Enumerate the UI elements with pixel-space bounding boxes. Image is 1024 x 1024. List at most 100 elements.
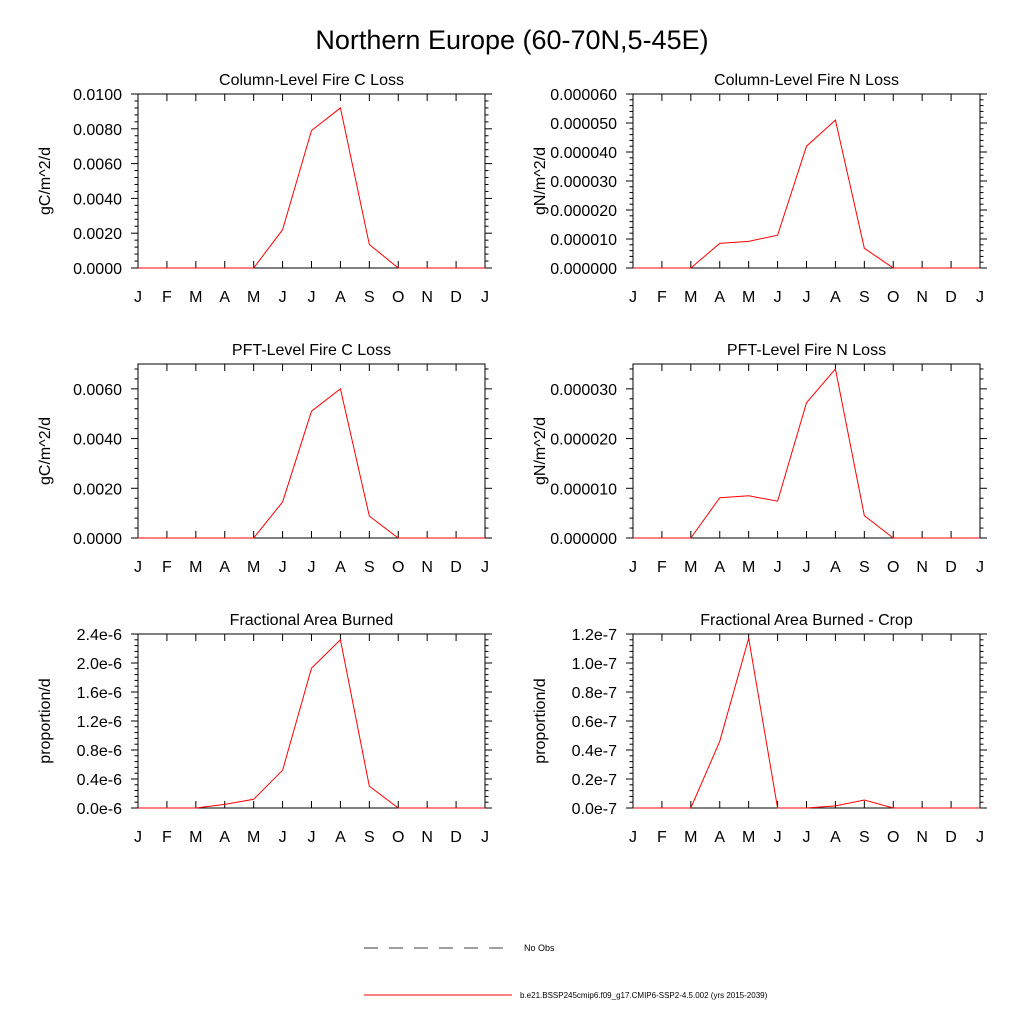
x-tick-label: J bbox=[774, 289, 782, 306]
y-tick-label: 0.000060 bbox=[550, 87, 617, 104]
series-line-model bbox=[138, 638, 485, 809]
chart-panel-6: Fractional Area Burned - Crop proportion/… bbox=[532, 612, 987, 846]
y-tick-label: 0.000030 bbox=[550, 382, 617, 399]
x-tick-label: J bbox=[629, 829, 637, 846]
y-tick-label: 1.2e-6 bbox=[77, 714, 122, 731]
x-tick-label: M bbox=[742, 289, 755, 306]
x-tick-label: O bbox=[392, 289, 404, 306]
x-tick-label: F bbox=[162, 559, 172, 576]
y-tick-label: 0.000040 bbox=[550, 145, 617, 162]
plot-frame bbox=[137, 93, 486, 269]
legend: No Obs b.e21.BSSP245cmip6.f09_g17.CMIP6-… bbox=[364, 943, 768, 1000]
x-tick-label: A bbox=[830, 829, 841, 846]
x-tick-label: J bbox=[976, 559, 984, 576]
x-tick-label: A bbox=[219, 289, 230, 306]
x-tick-label: J bbox=[134, 289, 142, 306]
chart-title: PFT-Level Fire N Loss bbox=[727, 342, 886, 359]
x-tick-label: D bbox=[945, 559, 957, 576]
y-tick-label: 0.0020 bbox=[73, 226, 122, 243]
y-tick-label: 0.0000 bbox=[73, 261, 122, 278]
x-tick-label: S bbox=[364, 559, 375, 576]
y-tick-label: 0.0040 bbox=[73, 432, 122, 449]
chart-title: Fractional Area Burned - Crop bbox=[700, 612, 913, 629]
plot-frame bbox=[137, 633, 486, 809]
x-tick-label: F bbox=[657, 829, 667, 846]
x-tick-label: M bbox=[247, 559, 260, 576]
y-tick-label: 0.000010 bbox=[550, 481, 617, 498]
x-tick-label: J bbox=[803, 829, 811, 846]
y-tick-label: 0.000050 bbox=[550, 116, 617, 133]
y-tick-label: 0.000010 bbox=[550, 232, 617, 249]
y-tick-label: 0.0080 bbox=[73, 122, 122, 139]
x-tick-label: M bbox=[684, 559, 697, 576]
x-tick-label: J bbox=[279, 829, 287, 846]
x-tick-label: A bbox=[714, 559, 725, 576]
y-tick-label: 0.8e-6 bbox=[77, 743, 122, 760]
x-tick-label: F bbox=[657, 559, 667, 576]
x-tick-label: O bbox=[887, 829, 899, 846]
x-tick-label: J bbox=[134, 559, 142, 576]
x-tick-label: A bbox=[219, 559, 230, 576]
y-axis-label: proportion/d bbox=[532, 678, 549, 763]
y-tick-label: 1.6e-6 bbox=[77, 685, 122, 702]
x-tick-label: N bbox=[421, 289, 433, 306]
x-tick-label: A bbox=[714, 829, 725, 846]
plot-frame bbox=[632, 93, 981, 269]
x-tick-label: N bbox=[421, 559, 433, 576]
legend-model-label: b.e21.BSSP245cmip6.f09_g17.CMIP6-SSP2-4.… bbox=[520, 991, 768, 1000]
x-tick-label: J bbox=[279, 559, 287, 576]
x-tick-label: J bbox=[481, 559, 489, 576]
x-tick-label: F bbox=[162, 289, 172, 306]
y-tick-label: 0.000020 bbox=[550, 432, 617, 449]
series-line-model bbox=[138, 107, 485, 269]
x-tick-label: J bbox=[481, 829, 489, 846]
x-tick-label: J bbox=[774, 559, 782, 576]
chart-title: Column-Level Fire N Loss bbox=[714, 72, 899, 89]
x-tick-label: N bbox=[916, 559, 928, 576]
y-tick-label: 0.0060 bbox=[73, 157, 122, 174]
x-tick-label: O bbox=[392, 829, 404, 846]
series-line-model bbox=[138, 387, 485, 539]
y-tick-label: 0.000020 bbox=[550, 203, 617, 220]
x-tick-label: M bbox=[189, 289, 202, 306]
x-tick-label: J bbox=[803, 289, 811, 306]
x-tick-label: A bbox=[335, 829, 346, 846]
x-tick-label: S bbox=[859, 559, 870, 576]
x-tick-label: M bbox=[742, 559, 755, 576]
y-tick-label: 0.0100 bbox=[73, 87, 122, 104]
x-tick-label: J bbox=[308, 829, 316, 846]
x-tick-label: D bbox=[945, 829, 957, 846]
x-tick-label: A bbox=[830, 559, 841, 576]
x-tick-label: M bbox=[247, 829, 260, 846]
x-tick-label: O bbox=[887, 289, 899, 306]
y-tick-label: 1.2e-7 bbox=[572, 627, 617, 644]
series-line-model bbox=[633, 638, 980, 809]
figure-title: Northern Europe (60-70N,5-45E) bbox=[315, 25, 708, 55]
x-tick-label: N bbox=[916, 289, 928, 306]
x-tick-label: M bbox=[684, 289, 697, 306]
x-tick-label: J bbox=[629, 289, 637, 306]
x-tick-label: A bbox=[335, 289, 346, 306]
x-tick-label: S bbox=[859, 829, 870, 846]
y-tick-label: 0.0060 bbox=[73, 382, 122, 399]
x-tick-label: N bbox=[421, 829, 433, 846]
chart-title: PFT-Level Fire C Loss bbox=[232, 342, 391, 359]
x-tick-label: M bbox=[684, 829, 697, 846]
y-axis-label: gC/m^2/d bbox=[37, 147, 54, 215]
y-tick-label: 0.8e-7 bbox=[572, 685, 617, 702]
y-tick-label: 0.2e-7 bbox=[572, 772, 617, 789]
y-tick-label: 0.0020 bbox=[73, 481, 122, 498]
x-tick-label: J bbox=[629, 559, 637, 576]
x-tick-label: J bbox=[803, 559, 811, 576]
legend-obs-label: No Obs bbox=[524, 943, 555, 953]
y-tick-label: 0.000000 bbox=[550, 261, 617, 278]
x-tick-label: S bbox=[364, 829, 375, 846]
y-tick-label: 0.0e-6 bbox=[77, 801, 122, 818]
y-tick-label: 0.4e-6 bbox=[77, 772, 122, 789]
